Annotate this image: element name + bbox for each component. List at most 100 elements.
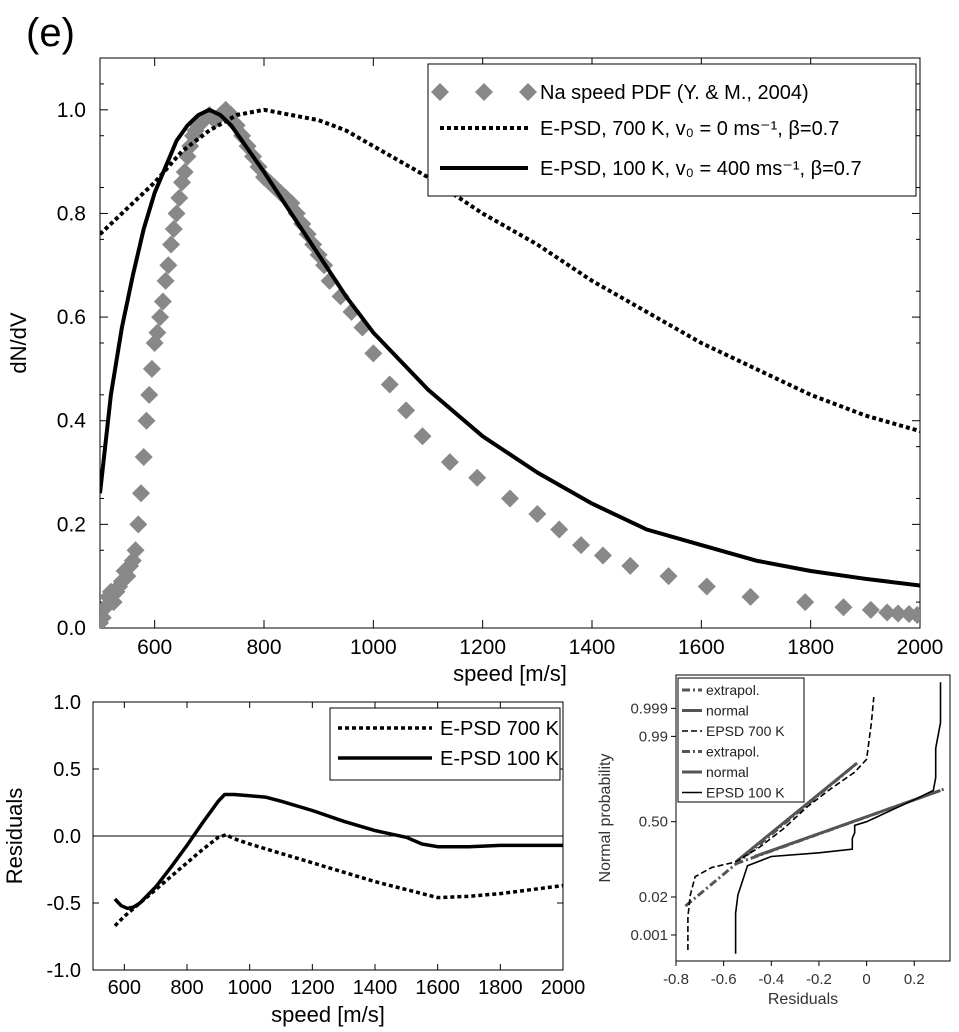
pdf-diamond-point xyxy=(100,598,115,617)
residual-x-tick-label: 2000 xyxy=(541,977,586,999)
panel-label: (e) xyxy=(26,11,75,55)
pdf-diamond-point xyxy=(134,448,153,466)
epsd-100k-curve xyxy=(100,107,920,588)
pdf-diamond-point xyxy=(167,204,186,223)
pdf-diamond-point xyxy=(364,344,383,363)
pdf-diamond-point xyxy=(170,188,189,207)
probability-series-5 xyxy=(734,682,942,954)
residual-x-tick-label: 1200 xyxy=(290,977,335,999)
probability-x-tick-label: -0.8 xyxy=(663,971,689,988)
pdf-diamond-point xyxy=(148,323,167,342)
residual-x-tick-label: 1600 xyxy=(415,977,460,999)
pdf-diamond-point xyxy=(162,235,181,254)
legend-diamond-marker xyxy=(431,83,449,101)
probability-series-0 xyxy=(684,761,859,908)
probability-x-tick-label: 0 xyxy=(862,971,870,988)
probability-x-tick-label: -0.2 xyxy=(806,971,832,988)
epsd-700k-curve xyxy=(100,107,920,434)
main-y-tick-label: 0.4 xyxy=(57,410,87,433)
probability-chart-frame xyxy=(675,674,951,962)
main-x-tick-label: 2000 xyxy=(897,636,944,659)
probability-chart-xlabel: Residuals xyxy=(768,991,838,1008)
pdf-diamond-point xyxy=(380,375,399,394)
main-x-tick-label: 1000 xyxy=(350,636,397,659)
residual-x-tick-label: 1400 xyxy=(353,977,398,999)
probability-y-tick-label: 0.99 xyxy=(639,728,668,745)
residuals-chart-ylabel: Residuals xyxy=(2,788,27,885)
pdf-diamond-point xyxy=(861,600,880,619)
residual-x-tick-label: 600 xyxy=(108,977,141,999)
probability-legend-label: EPSD 100 K xyxy=(706,785,785,801)
legend-entry-label: E-PSD, 100 K, v₀ = 400 ms⁻¹, β=0.7 xyxy=(540,158,862,180)
pdf-diamond-point xyxy=(796,593,815,612)
pdf-diamond-point xyxy=(126,541,145,560)
pdf-diamond-point xyxy=(137,411,156,430)
pdf-diamond-point xyxy=(156,271,175,290)
pdf-diamond-point xyxy=(129,515,148,534)
main-chart-ylabel: dN/dV xyxy=(6,312,31,373)
main-legend-box xyxy=(427,63,917,197)
main-chart-legend: Na speed PDF (Y. & M., 2004) E-PSD, 700 K… xyxy=(427,63,917,197)
legend-entry-label: Na speed PDF (Y. & M., 2004) xyxy=(540,82,809,104)
residual-x-tick-label: 800 xyxy=(170,977,203,999)
main-y-tick-label: 0.0 xyxy=(57,617,86,640)
main-y-tick-label: 0.2 xyxy=(57,513,86,536)
normal-probability-chart: -0.8 -0.6 -0.4 -0.2 0 0.2 0.001 0.02 0.50 0.99 0.9… xyxy=(597,674,951,1008)
pdf-diamond-point xyxy=(834,598,853,617)
pdf-diamond-point xyxy=(741,587,760,606)
probability-legend-label: normal xyxy=(706,703,749,719)
pdf-diamond-point xyxy=(440,453,459,472)
probability-chart-legend: extrapol. normal EPSD 700 K extrapol. normal… xyxy=(677,677,805,803)
main-x-tick-label: 1600 xyxy=(678,636,725,659)
probability-legend-label: normal xyxy=(706,764,749,780)
residual-legend-label: E-PSD 700 K xyxy=(440,718,560,740)
pdf-diamond-point xyxy=(550,520,569,539)
probability-y-tick-label: 0.999 xyxy=(630,700,668,717)
probability-series-2 xyxy=(687,696,875,950)
pdf-diamond-point xyxy=(159,256,178,275)
pdf-diamond-point xyxy=(151,308,170,327)
pdf-diamond-point xyxy=(413,427,432,446)
residual-y-tick-label: 1.0 xyxy=(53,692,81,714)
main-x-tick-label: 600 xyxy=(137,636,172,659)
main-y-tick-label: 1.0 xyxy=(57,99,86,122)
probability-chart-ylabel: Normal probability xyxy=(597,754,614,883)
residuals-vs-speed-chart: 600 800 1000 1200 1400 1600 1800 2000 -1.0 -0.5 0.… xyxy=(2,692,585,1027)
main-x-tick-label: 1400 xyxy=(569,636,616,659)
residual-100k-curve xyxy=(113,792,563,911)
main-chart-xlabel: speed [m/s] xyxy=(453,661,567,686)
main-x-tick-label: 800 xyxy=(246,636,281,659)
pdf-diamond-point xyxy=(593,546,612,565)
probability-legend-label: extrapol. xyxy=(706,682,760,698)
probability-x-tick-label: -0.4 xyxy=(758,971,784,988)
residual-x-tick-label: 1000 xyxy=(227,977,272,999)
probability-series-1 xyxy=(734,761,859,864)
legend-diamond-marker xyxy=(475,83,493,101)
pdf-diamond-point xyxy=(153,292,172,311)
residual-700k-curve xyxy=(113,832,563,928)
residual-y-tick-label: -0.5 xyxy=(47,893,81,915)
pdf-diamond-point xyxy=(908,606,920,625)
pdf-diamond-point xyxy=(889,604,908,623)
pdf-diamond-point xyxy=(142,359,161,378)
probability-legend-label: extrapol. xyxy=(706,744,760,760)
residual-y-tick-label: 0.5 xyxy=(53,759,81,781)
pdf-diamond-point xyxy=(468,468,487,487)
pdf-diamond-point xyxy=(572,536,591,555)
residuals-chart-xlabel: speed [m/s] xyxy=(271,1002,385,1027)
residual-y-tick-label: -1.0 xyxy=(47,960,81,982)
residuals-chart-legend: E-PSD 700 K E-PSD 100 K xyxy=(329,707,561,781)
legend-entry-label: E-PSD, 700 K, v₀ = 0 ms⁻¹, β=0.7 xyxy=(540,118,839,140)
residual-legend-box xyxy=(329,707,561,781)
probability-y-tick-label: 0.001 xyxy=(630,927,668,944)
pdf-diamond-point xyxy=(140,385,159,404)
pdf-diamond-point xyxy=(528,505,547,523)
residual-y-tick-label: 0.0 xyxy=(53,826,81,848)
residual-x-tick-label: 1800 xyxy=(478,977,523,999)
probability-y-tick-label: 0.50 xyxy=(639,814,668,831)
residual-legend-label: E-PSD 100 K xyxy=(440,748,560,770)
probability-y-tick-label: 0.02 xyxy=(639,889,668,906)
main-y-tick-label: 0.8 xyxy=(57,202,86,225)
probability-x-tick-label: 0.2 xyxy=(904,971,925,988)
